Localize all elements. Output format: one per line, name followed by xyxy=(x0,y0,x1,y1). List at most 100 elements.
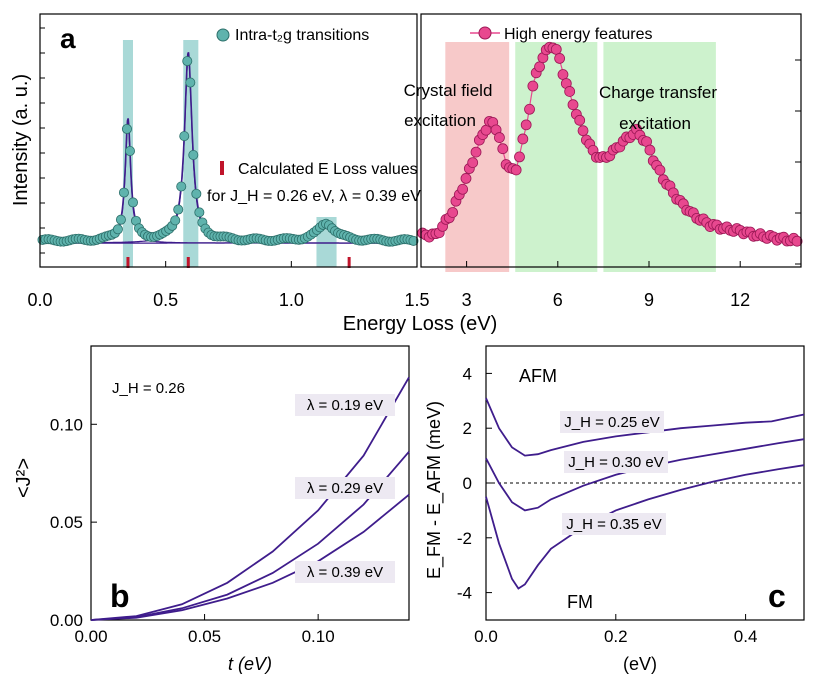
a-left-data-point xyxy=(170,215,181,226)
a-left-marks xyxy=(37,51,419,268)
a-left-data-point xyxy=(173,204,184,215)
a-right-xtick-label: 9 xyxy=(644,290,654,310)
c-afm-label: AFM xyxy=(519,366,557,386)
calc-note-line2: for J_H = 0.26 eV, λ = 0.39 eV xyxy=(207,188,421,205)
b-xtick-label: 0.05 xyxy=(188,627,221,646)
b-series-label: λ = 0.29 eV xyxy=(307,480,383,497)
a-right-xtick-label: 6 xyxy=(553,290,563,310)
a-left-frame xyxy=(39,13,418,268)
calc-note-line1: Calculated E Loss values xyxy=(238,161,418,178)
a-right-data-point xyxy=(494,132,505,143)
a-left-data-point xyxy=(127,197,138,208)
a-right-data-point xyxy=(654,164,666,176)
panel-b-label: b xyxy=(110,578,130,614)
b-xtick-label: 0.00 xyxy=(74,627,107,646)
c-ytick-label: -4 xyxy=(457,584,472,603)
c-xlabel: (eV) xyxy=(623,654,657,674)
a-left-xtick-label: 1.5 xyxy=(404,290,429,310)
a-left-data-point xyxy=(121,123,132,134)
charge-transfer-line2: excitation xyxy=(619,114,691,133)
b-series-label-bg xyxy=(295,561,395,583)
crystal-field-line2: excitation xyxy=(404,111,476,130)
a-right-data-point xyxy=(534,61,545,73)
a-right-data-point xyxy=(524,103,535,115)
panel-a: 0.0 0.5 1.0 1.5 3 6 9 12 a Intensity (a. u.) E… xyxy=(10,13,803,335)
c-series-label: J_H = 0.30 eV xyxy=(568,454,663,471)
b-ytick-label: 0.10 xyxy=(50,415,83,434)
c-ticks: 0.0 0.2 0.4 -4 -2 0 2 4 xyxy=(457,364,758,646)
b-xtick-label: 0.10 xyxy=(302,627,335,646)
a-right-data-point xyxy=(567,99,579,111)
b-frame xyxy=(90,345,410,621)
c-series-label: J_H = 0.35 eV xyxy=(566,516,661,533)
a-ylabel: Intensity (a. u.) xyxy=(10,74,32,206)
c-xtick-label: 0.0 xyxy=(474,627,498,646)
b-ylabel: <J²> xyxy=(13,458,35,498)
a-left-data-point xyxy=(115,214,126,225)
panel-a-label: a xyxy=(60,23,76,54)
a-left-data-point xyxy=(194,207,205,218)
a-right-data-point xyxy=(497,143,509,155)
a-left-ticks: 0.0 0.5 1.0 1.5 xyxy=(27,27,430,310)
a-left-data-point xyxy=(408,235,419,246)
a-right-data-point xyxy=(791,235,803,247)
a-right-data-point xyxy=(574,114,586,126)
b-series-line xyxy=(90,451,410,621)
b-marks: λ = 0.19 eV λ = 0.29 eV λ = 0.39 eV xyxy=(90,376,410,621)
a-right-data-point xyxy=(550,43,562,55)
c-xtick-label: 0.2 xyxy=(604,627,628,646)
legend-teal-marker xyxy=(216,28,230,42)
crystal-field-line1: Crystal field xyxy=(404,81,493,100)
c-marks: J_H = 0.25 eV J_H = 0.30 eV J_H = 0.35 eV xyxy=(485,397,805,590)
a-right-data-point xyxy=(460,173,472,184)
a-left-total-fit xyxy=(40,51,417,242)
a-right-band xyxy=(603,42,716,272)
a-right-data-point xyxy=(554,53,566,64)
a-right-data-point xyxy=(517,133,529,145)
a-left-data-point xyxy=(188,149,199,160)
a-left-data-point xyxy=(124,145,135,156)
c-series-line xyxy=(485,438,805,512)
a-left-data-point xyxy=(176,181,187,192)
calc-e-loss-tick xyxy=(186,257,190,268)
b-series-line xyxy=(90,376,410,621)
b-ytick-label: 0.00 xyxy=(50,611,83,630)
a-right-data-point xyxy=(527,80,539,92)
a-right-xtick-label: 12 xyxy=(730,290,750,310)
a-left-data-point xyxy=(179,131,190,142)
calc-note-tick-icon xyxy=(220,161,224,175)
a-right-data-point xyxy=(557,69,569,80)
b-series-label-bg xyxy=(295,477,395,499)
a-right-data-point xyxy=(644,144,656,156)
a-left-xtick-label: 0.5 xyxy=(153,290,178,310)
a-right-data-point xyxy=(577,125,589,137)
c-fm-label: FM xyxy=(567,592,593,612)
a-left-data-point xyxy=(182,56,193,67)
a-right-data-point xyxy=(447,207,459,218)
a-right-marks xyxy=(417,41,803,247)
c-series-line xyxy=(485,397,805,457)
c-ytick-label: 2 xyxy=(463,419,472,438)
a-right-data-point xyxy=(514,151,525,163)
a-right-bands xyxy=(445,42,716,272)
c-ylabel: E_FM - E_AFM (meV) xyxy=(424,401,445,579)
b-series-label-bg xyxy=(295,394,395,416)
legend-pink-marker xyxy=(478,26,492,40)
a-left-xtick-label: 0.0 xyxy=(27,290,52,310)
c-series-label-bg xyxy=(560,411,664,433)
a-left-peak-fit xyxy=(40,56,416,244)
a-left-xtick-label: 1.0 xyxy=(279,290,304,310)
calc-e-loss-tick xyxy=(347,257,351,268)
a-left-data-point xyxy=(191,188,202,199)
legend-high-energy: High energy features xyxy=(504,26,653,43)
a-right-frame xyxy=(420,13,802,268)
b-series-label: λ = 0.19 eV xyxy=(307,397,383,414)
a-right-data-point xyxy=(564,86,576,97)
a-right-band xyxy=(515,42,598,272)
a-right-data-point xyxy=(457,183,469,195)
panel-c: 0.0 0.2 0.4 -4 -2 0 2 4 J_H = 0.25 eV J_H = 0.30… xyxy=(424,345,805,674)
a-left-peak-fit xyxy=(39,123,416,244)
c-series-label-bg xyxy=(562,513,666,535)
a-right-data-point xyxy=(470,146,482,158)
